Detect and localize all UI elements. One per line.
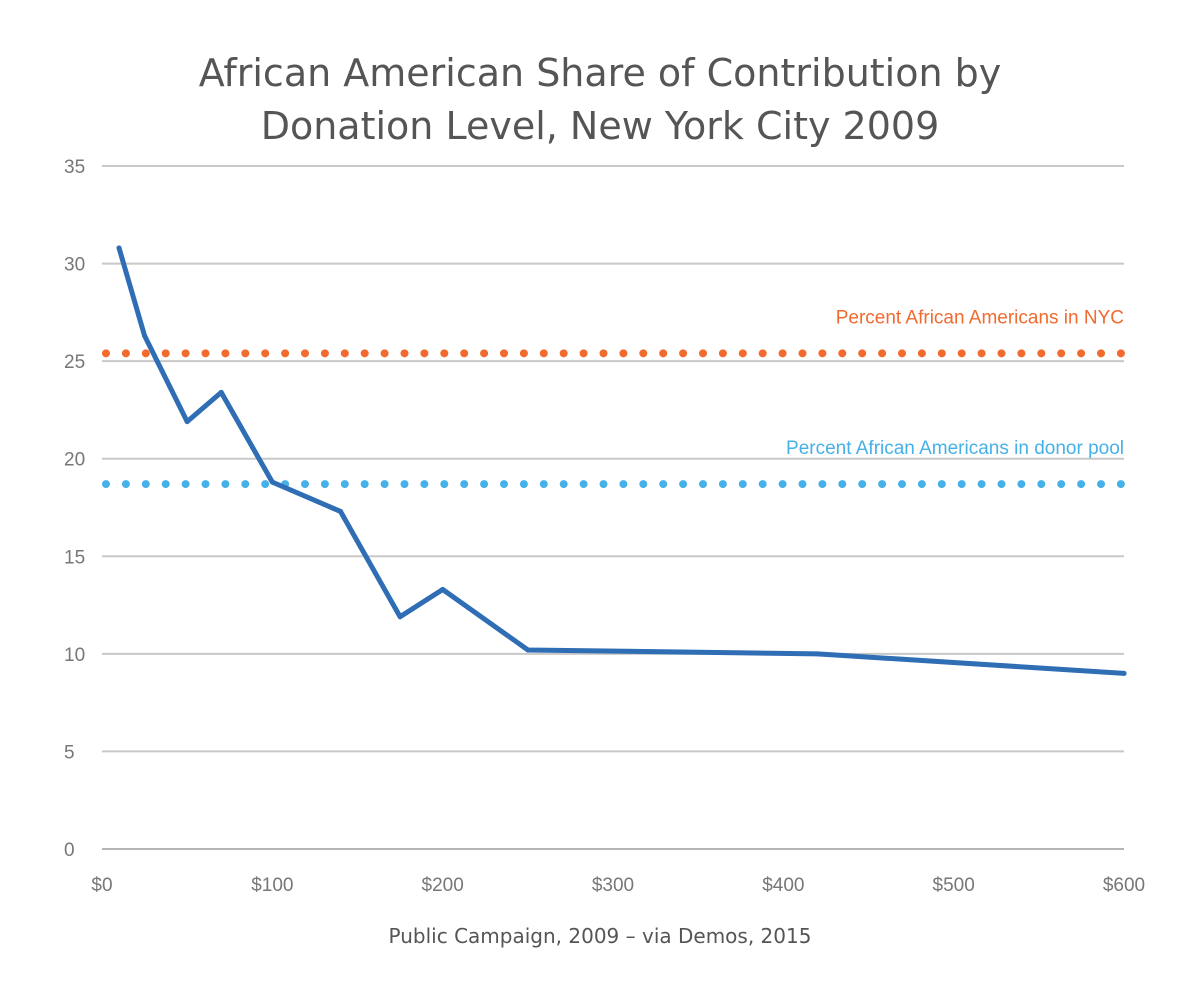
data-point (337, 508, 343, 514)
x-tick-label: $0 (91, 875, 112, 896)
data-point (814, 651, 820, 657)
series-lines (116, 245, 1127, 676)
x-axis-tick-labels: $0 $100 $200 $300 $400 $500 $600 (91, 875, 1145, 896)
x-tick-label: $300 (592, 875, 634, 896)
x-tick-label: $400 (762, 875, 804, 896)
y-tick-label: 35 (64, 157, 85, 178)
data-point (269, 479, 275, 485)
chart-title-line-1: African American Share of Contribution b… (198, 51, 1002, 95)
x-tick-label: $500 (933, 875, 975, 896)
data-point (525, 647, 531, 653)
y-tick-label: 0 (64, 840, 75, 861)
y-tick-label: 25 (64, 352, 85, 373)
x-tick-label: $100 (251, 875, 293, 896)
y-tick-label: 20 (64, 450, 85, 471)
reference-line-label: Percent African Americans in NYC (836, 307, 1124, 328)
data-point (397, 614, 403, 620)
y-axis-tick-labels: 0 5 10 15 20 25 30 35 (64, 157, 85, 861)
y-tick-label: 15 (64, 547, 85, 568)
chart-source-note: Public Campaign, 2009 – via Demos, 2015 (388, 924, 812, 948)
data-point (1121, 670, 1127, 676)
gridlines (102, 165, 1124, 850)
data-point (142, 333, 148, 339)
chart-title-line-2: Donation Level, New York City 2009 (260, 104, 940, 148)
data-point (218, 389, 224, 395)
data-point (116, 245, 122, 251)
reference-line-label: Percent African Americans in donor pool (786, 438, 1124, 459)
data-point (440, 586, 446, 592)
y-tick-label: 30 (64, 255, 85, 276)
y-tick-label: 5 (64, 742, 75, 763)
y-tick-label: 10 (64, 645, 85, 666)
reference-lines: Percent African Americans in NYC Percent … (102, 307, 1128, 489)
x-tick-label: $600 (1103, 875, 1145, 896)
x-tick-label: $200 (422, 875, 464, 896)
data-point (184, 419, 190, 425)
